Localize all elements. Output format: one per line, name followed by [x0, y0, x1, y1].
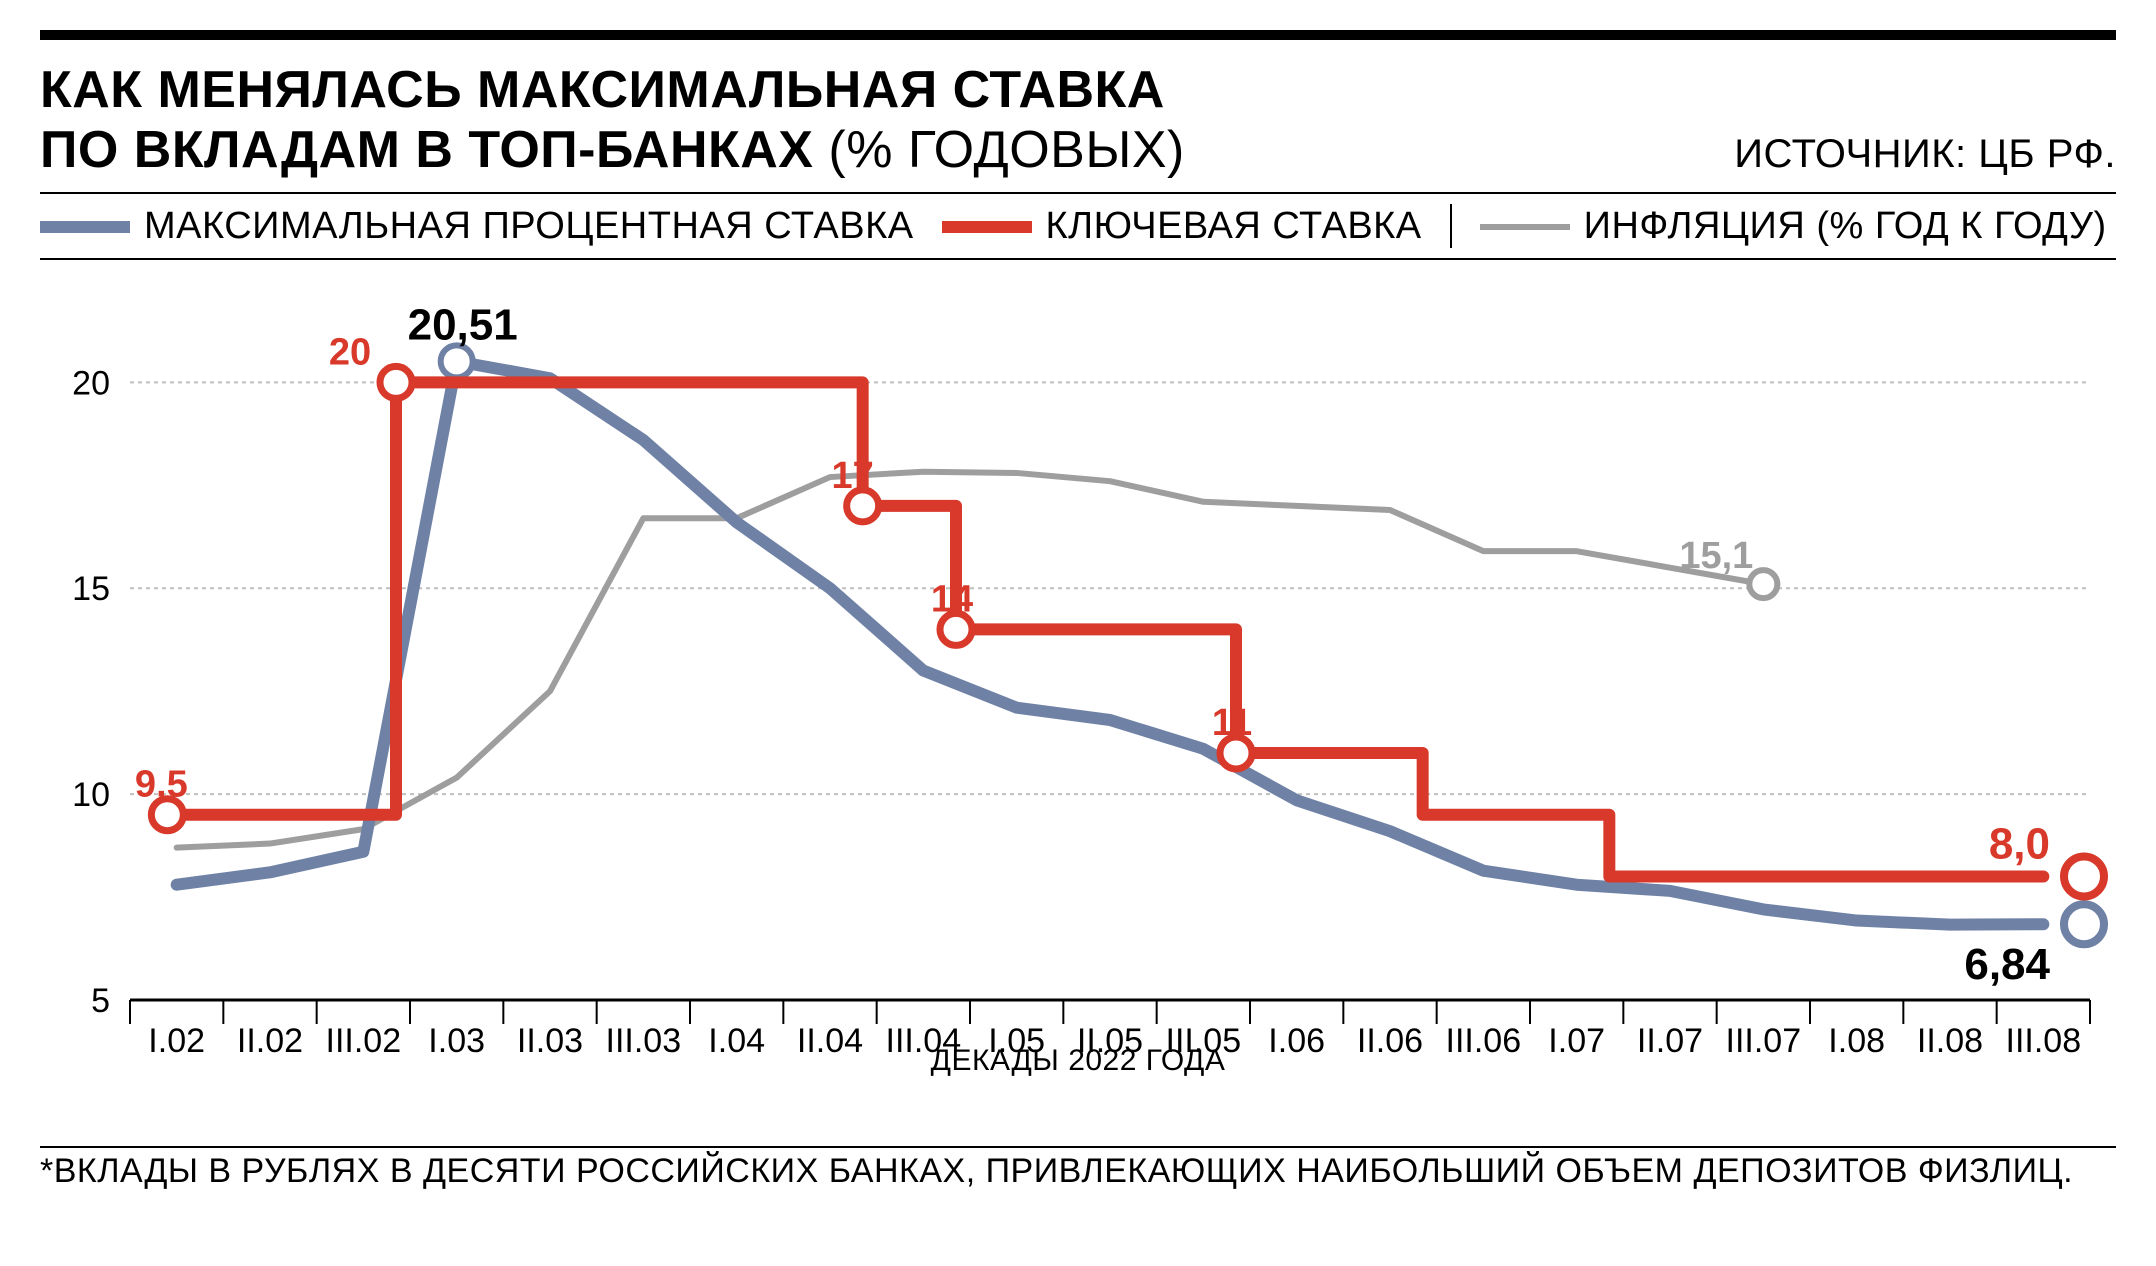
legend-item-inflation: ИНФЛЯЦИЯ (% ГОД К ГОДУ)	[1480, 205, 2107, 248]
svg-text:III.06: III.06	[1446, 1022, 1522, 1060]
legend-item-deposit: МАКСИМАЛЬНАЯ ПРОЦЕНТНАЯ СТАВКА	[40, 205, 914, 248]
title-line-1: КАК МЕНЯЛАСЬ МАКСИМАЛЬНАЯ СТАВКА	[40, 60, 2116, 120]
svg-text:II.08: II.08	[1917, 1022, 1983, 1060]
svg-text:II.04: II.04	[797, 1022, 863, 1060]
svg-text:III.07: III.07	[1726, 1022, 1802, 1060]
svg-text:II.02: II.02	[237, 1022, 303, 1060]
svg-text:I.03: I.03	[428, 1022, 485, 1060]
chart: 5 10 15 20 I.02 II.02 III.02 I.03 II.03 III.03 I.0…	[40, 260, 2116, 1140]
swatch-key-rate	[942, 221, 1032, 233]
svg-text:III.08: III.08	[2006, 1022, 2082, 1060]
swatch-inflation	[1480, 224, 1570, 230]
legend-label-deposit: МАКСИМАЛЬНАЯ ПРОЦЕНТНАЯ СТАВКА	[144, 205, 914, 247]
svg-text:8,0: 8,0	[1989, 819, 2050, 868]
svg-text:17: 17	[832, 455, 874, 497]
footnote: *ВКЛАДЫ В РУБЛЯХ В ДЕСЯТИ РОССИЙСКИХ БАН…	[40, 1152, 2116, 1191]
title-row-2: ПО ВКЛАДАМ В ТОП-БАНКАХ (% ГОДОВЫХ) ИСТО…	[40, 120, 2116, 180]
legend: МАКСИМАЛЬНАЯ ПРОЦЕНТНАЯ СТАВКА КЛЮЧЕВАЯ …	[40, 204, 2116, 248]
source: ИСТОЧНИК: ЦБ РФ.	[1734, 132, 2116, 177]
svg-text:14: 14	[931, 578, 973, 620]
svg-text:5: 5	[91, 982, 110, 1020]
svg-text:11: 11	[1212, 702, 1252, 744]
svg-text:I.08: I.08	[1828, 1022, 1885, 1060]
svg-text:III.03: III.03	[606, 1022, 682, 1060]
legend-label-inflation: ИНФЛЯЦИЯ (% ГОД К ГОДУ)	[1584, 205, 2107, 247]
svg-text:15: 15	[72, 570, 110, 608]
svg-text:I.07: I.07	[1548, 1022, 1605, 1060]
footnote-rule	[40, 1146, 2116, 1148]
title-line-2: ПО ВКЛАДАМ В ТОП-БАНКАХ (% ГОДОВЫХ)	[40, 120, 1185, 180]
xaxis-subtitle: ДЕКАДЫ 2022 ГОДА	[931, 1044, 1226, 1078]
legend-label-key-rate: КЛЮЧЕВАЯ СТАВКА	[1046, 205, 1422, 247]
svg-text:6,84: 6,84	[1964, 940, 2050, 989]
svg-text:20,51: 20,51	[408, 300, 518, 349]
legend-item-key-rate: КЛЮЧЕВАЯ СТАВКА	[942, 205, 1422, 248]
svg-text:20: 20	[72, 364, 110, 402]
title-line-2-bold: ПО ВКЛАДАМ В ТОП-БАНКАХ	[40, 121, 813, 179]
swatch-deposit	[40, 221, 130, 233]
svg-text:10: 10	[72, 776, 110, 814]
mid-rule-1	[40, 192, 2116, 194]
svg-text:I.06: I.06	[1268, 1022, 1325, 1060]
svg-text:I.04: I.04	[708, 1022, 765, 1060]
svg-text:III.02: III.02	[326, 1022, 402, 1060]
title-line-2-thin: (% ГОДОВЫХ)	[813, 121, 1184, 179]
legend-separator	[1450, 204, 1452, 248]
chart-svg: 5 10 15 20 I.02 II.02 III.02 I.03 II.03 III.03 I.0…	[40, 260, 2116, 1080]
svg-text:II.03: II.03	[517, 1022, 583, 1060]
svg-text:20: 20	[329, 331, 371, 373]
svg-text:I.02: I.02	[148, 1022, 205, 1060]
top-rule	[40, 30, 2116, 40]
svg-text:II.07: II.07	[1637, 1022, 1703, 1060]
svg-text:II.06: II.06	[1357, 1022, 1423, 1060]
svg-text:15,1: 15,1	[1679, 535, 1753, 577]
svg-text:9,5: 9,5	[135, 764, 188, 806]
